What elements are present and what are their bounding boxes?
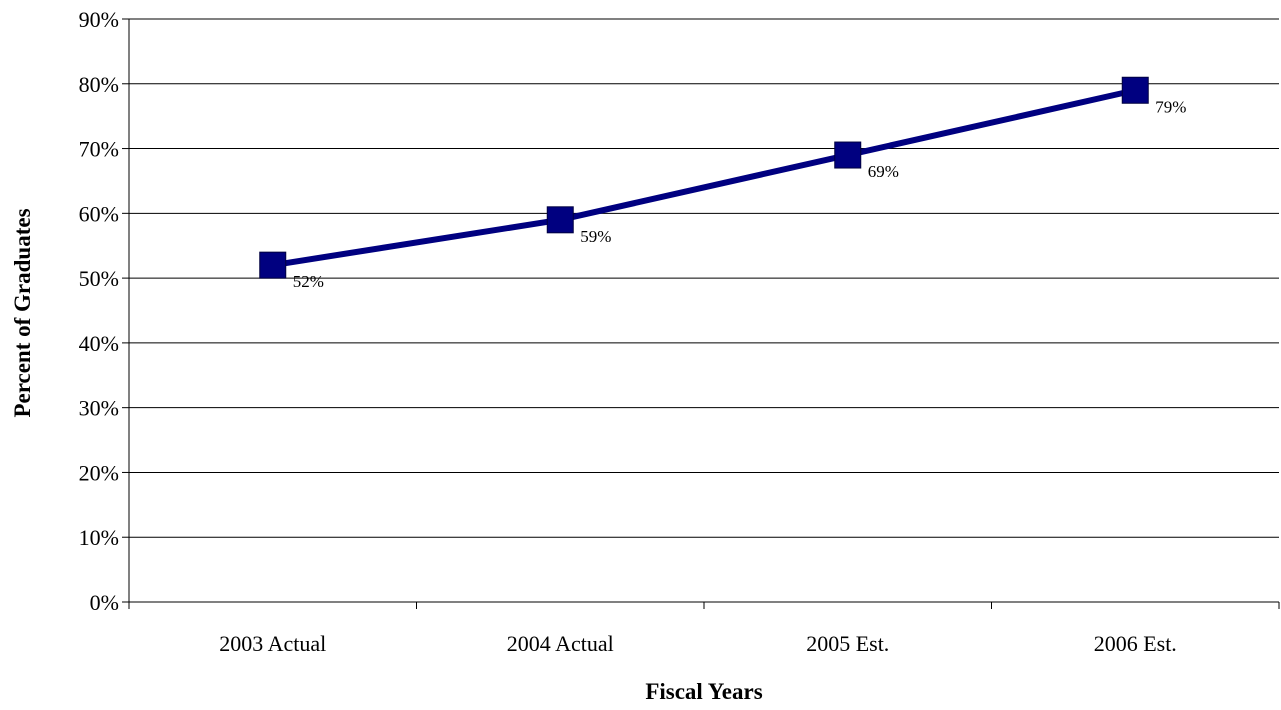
y-tick-label: 40% [79, 331, 119, 356]
y-tick-label: 10% [79, 525, 119, 550]
series-line [272, 87, 1136, 269]
gridlines [129, 18, 1279, 538]
x-tick-label: 2003 Actual [219, 631, 326, 656]
data-point-marker [546, 206, 574, 234]
y-tick-label: 80% [79, 72, 119, 97]
axes [128, 19, 1279, 603]
y-tick-label: 60% [79, 201, 119, 226]
data-point-marker [1121, 76, 1149, 104]
x-axis-title: Fiscal Years [645, 679, 762, 704]
data-label: 52% [293, 272, 324, 291]
series-group [259, 76, 1149, 279]
data-label: 79% [1155, 97, 1186, 116]
data-point-marker [834, 141, 862, 169]
x-tick-label: 2005 Est. [806, 631, 889, 656]
data-label: 59% [580, 227, 611, 246]
x-tick-label: 2004 Actual [507, 631, 614, 656]
y-tick-label: 30% [79, 396, 119, 421]
y-tick-label: 0% [90, 590, 119, 615]
y-axis-title: Percent of Graduates [10, 208, 35, 417]
y-tick-label: 20% [79, 460, 119, 485]
x-tick-label: 2006 Est. [1094, 631, 1177, 656]
x-ticks: 2003 Actual 2004 Actual 2005 Est. 2006 Est. [128, 602, 1280, 656]
y-tick-label: 50% [79, 266, 119, 291]
data-point-marker [259, 251, 287, 279]
y-tick-label: 70% [79, 137, 119, 162]
y-tick-label: 90% [79, 7, 119, 32]
data-labels: 52% 59% 69% 79% [293, 97, 1187, 291]
y-ticks: 0% 10% 20% 30% 40% 50% 60% 70% 80% 90% [79, 7, 129, 615]
data-label: 69% [868, 162, 899, 181]
